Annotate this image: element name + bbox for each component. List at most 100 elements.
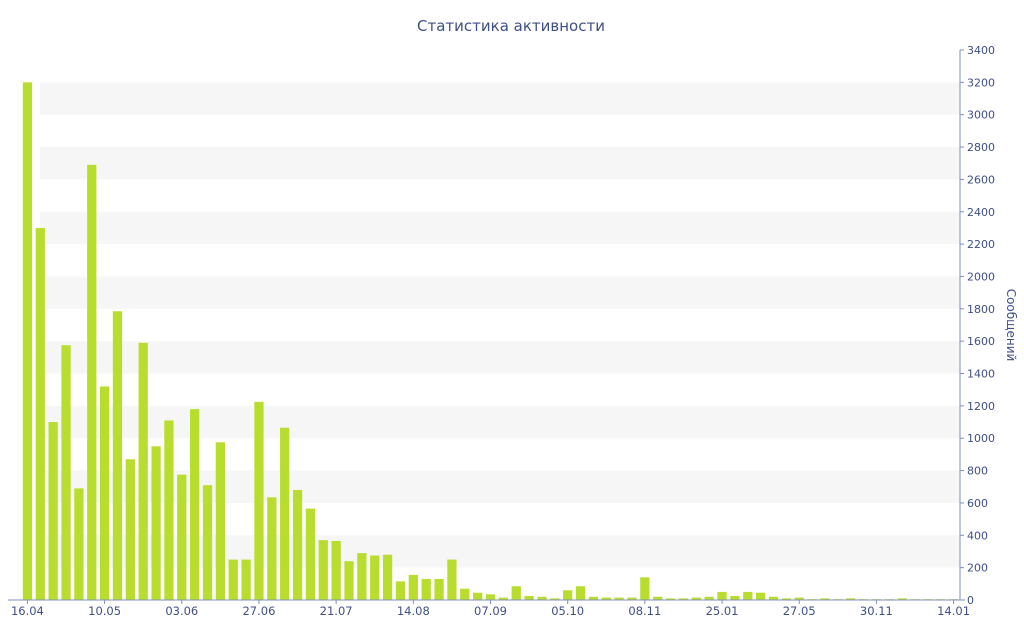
y-tick-label: 600 [967,497,988,510]
y-axis-label: Сообщений [1004,289,1018,362]
bar [485,594,496,600]
bar [215,442,226,600]
x-tick-label: 07.09 [474,604,507,618]
bar [35,227,45,601]
bar [768,596,779,600]
grid-band [40,405,960,439]
bar [202,485,213,600]
bar [87,164,97,600]
grid-band [40,82,960,115]
bar [99,386,110,600]
y-tick-label: 400 [967,529,988,542]
bar [588,596,599,600]
grid-band [40,276,960,309]
bar [678,598,689,600]
bar [292,490,303,600]
bar [524,595,534,600]
bar [395,581,406,600]
y-tick-label: 3400 [967,44,995,57]
bar [820,598,830,600]
grid-band [40,147,960,180]
bar [743,591,753,600]
bar [408,574,418,600]
bar [344,561,354,600]
bar [357,553,367,600]
x-tick-label: 03.06 [165,604,198,618]
bar [48,422,58,600]
y-axis: 0 200 400 600 800 1000 1200 1400 1600 1800 2000 220… [959,44,995,607]
bar [177,474,187,600]
x-tick-label: 21.07 [320,604,353,618]
bar [460,588,470,600]
bar [781,598,791,600]
y-tick-label: 2400 [967,206,995,219]
x-tick-label: 25.01 [706,604,739,618]
bar [164,420,174,600]
y-tick-label: 1400 [967,368,995,381]
bar [447,559,457,600]
x-axis: 16.04 10.05 03.06 27.06 21.07 14.08 07.09 05.10… [8,599,970,618]
x-tick-label: 30.11 [860,604,893,618]
bar [730,595,740,600]
y-tick-label: 1800 [967,303,995,316]
bar [653,596,663,600]
bar [61,345,71,600]
bar [563,590,573,600]
bar [280,427,290,600]
bar [370,555,380,600]
x-tick-label: 14.01 [937,604,970,618]
grid-band [40,341,960,374]
bar [627,597,637,600]
bar [717,591,727,600]
x-tick-label: 10.05 [88,604,121,618]
x-tick-label: 27.05 [783,604,816,618]
bar [794,597,804,600]
y-tick-label: 2800 [967,141,995,154]
x-tick-label: 08.11 [628,604,661,618]
bar [434,578,444,600]
bar [665,598,676,600]
bar [305,508,316,600]
bar [897,598,907,600]
bar [511,586,521,600]
bar [498,597,508,600]
bar [151,446,161,600]
bar [331,540,341,600]
y-tick-label: 1000 [967,432,995,445]
bar [614,597,624,600]
bar [318,540,328,600]
bar [138,342,148,600]
bar [473,592,483,600]
bar [755,592,766,600]
x-tick-label: 14.08 [397,604,430,618]
bar [691,597,701,600]
grid-bands [40,82,960,568]
bar [550,598,560,600]
bar [190,409,200,600]
y-tick-label: 2200 [967,238,995,251]
bar [267,497,277,600]
y-tick-label: 1200 [967,400,995,413]
bar [241,559,251,600]
bar [112,311,123,600]
bar [601,597,611,600]
bar [74,488,84,600]
y-tick-label: 200 [967,562,988,575]
x-tick-label: 05.10 [551,604,584,618]
chart-title: Статистика активности [417,17,605,35]
x-tick-label: 16.04 [11,604,44,618]
y-tick-label: 0 [967,594,974,607]
y-tick-label: 3200 [967,76,995,89]
grid-band [40,211,960,245]
bar [228,559,238,600]
bar [537,596,547,600]
bar [846,598,856,600]
bar [254,401,264,600]
bar [125,459,135,600]
bar [575,586,586,600]
x-tick-label: 27.06 [242,604,275,618]
y-tick-label: 2000 [967,270,995,283]
y-tick-label: 2600 [967,173,995,186]
